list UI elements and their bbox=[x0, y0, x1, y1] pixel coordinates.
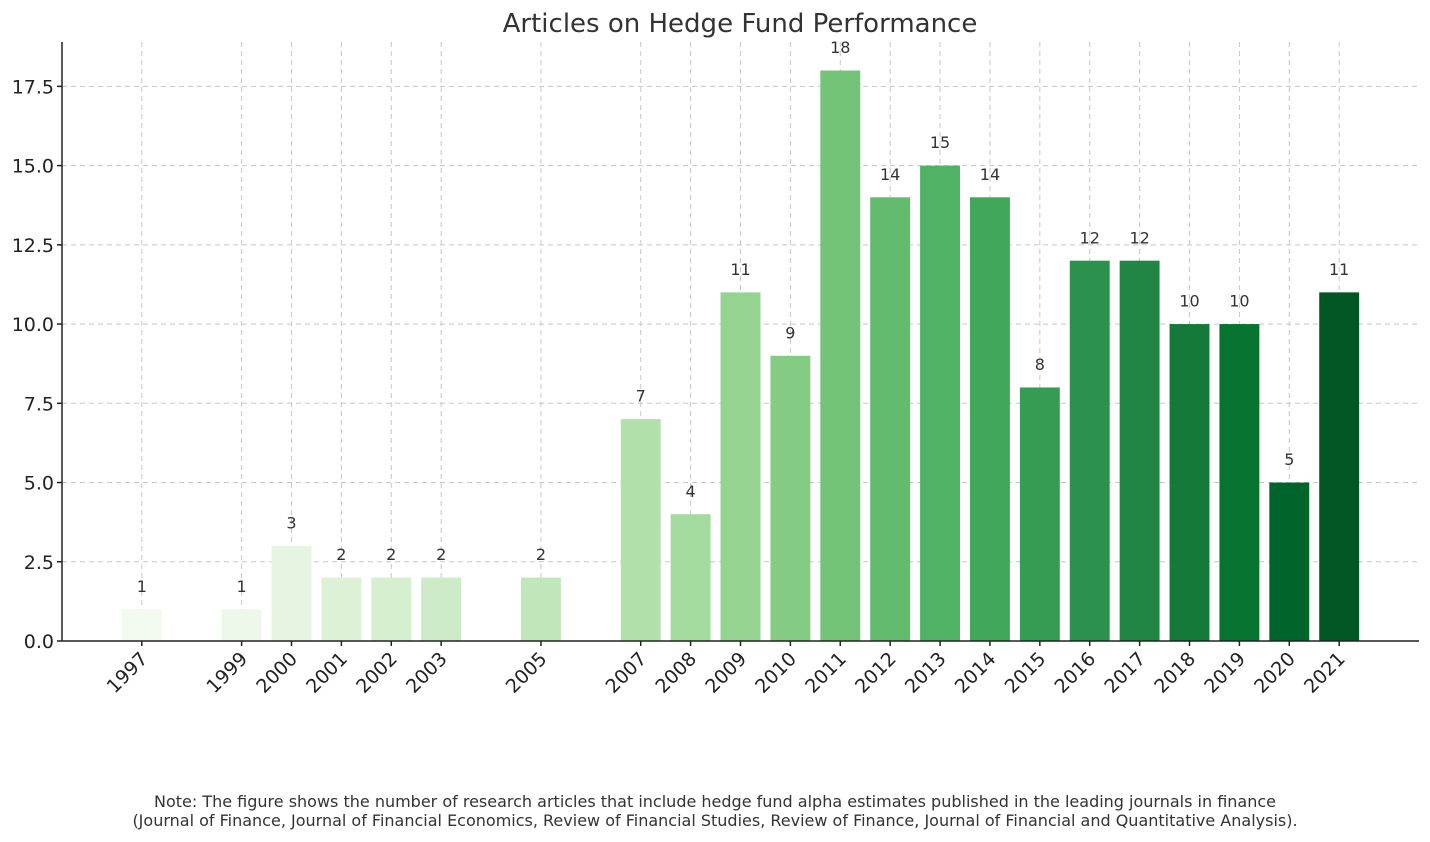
x-tick-label-2012: 2012 bbox=[851, 648, 901, 698]
y-axis-ticks: 0.0 2.5 5.0 7.5 10.0 12.5 15.0 17.5 bbox=[12, 76, 62, 653]
bar-2009 bbox=[720, 292, 761, 641]
note-line-1: Note: The figure shows the number of res… bbox=[153, 792, 1277, 811]
y-tick-label: 0.0 bbox=[24, 631, 54, 653]
bar-2016 bbox=[1069, 260, 1110, 641]
bar-2010 bbox=[770, 355, 811, 641]
bar-2018 bbox=[1169, 324, 1210, 641]
bar-2001 bbox=[321, 577, 362, 641]
note-line-2: (Journal of Finance, Journal of Financia… bbox=[132, 811, 1298, 830]
data-label-2015: 8 bbox=[1035, 355, 1045, 374]
x-tick-label-1997: 1997 bbox=[103, 648, 153, 698]
x-tick-label-2014: 2014 bbox=[951, 648, 1001, 698]
y-tick-label: 17.5 bbox=[12, 76, 54, 98]
bar-2005 bbox=[520, 577, 561, 641]
bar-2003 bbox=[421, 577, 462, 641]
data-label-2014: 14 bbox=[980, 165, 1000, 184]
x-tick-label-2008: 2008 bbox=[651, 648, 701, 698]
y-tick-label: 2.5 bbox=[24, 552, 54, 574]
data-label-2001: 2 bbox=[336, 545, 346, 564]
bar-2013 bbox=[920, 165, 961, 641]
data-label-2008: 4 bbox=[686, 482, 696, 501]
x-tick-label-2016: 2016 bbox=[1051, 648, 1101, 698]
data-label-2003: 2 bbox=[436, 545, 446, 564]
data-label-2019: 10 bbox=[1229, 292, 1249, 311]
bar-2014 bbox=[969, 197, 1010, 641]
x-tick-label-2009: 2009 bbox=[701, 648, 751, 698]
data-label-2018: 10 bbox=[1179, 292, 1199, 311]
bar-2015 bbox=[1019, 387, 1060, 641]
x-axis-ticks: 1997 1999 2000 2001 2002 2003 2005 2007 2008 2009… bbox=[103, 641, 1350, 698]
data-label-2007: 7 bbox=[636, 387, 646, 406]
bar-2007 bbox=[620, 419, 661, 641]
bar-2021 bbox=[1319, 292, 1360, 641]
bar-2012 bbox=[870, 197, 911, 641]
bar-2008 bbox=[670, 514, 711, 641]
data-label-2009: 11 bbox=[730, 260, 750, 279]
data-label-2012: 14 bbox=[880, 165, 900, 184]
data-label-1999: 1 bbox=[237, 577, 247, 596]
x-tick-label-2003: 2003 bbox=[402, 648, 452, 698]
y-tick-label: 12.5 bbox=[12, 235, 54, 257]
x-tick-label-2021: 2021 bbox=[1300, 648, 1350, 698]
data-label-2016: 12 bbox=[1080, 228, 1100, 247]
x-tick-label-2017: 2017 bbox=[1100, 648, 1150, 698]
x-tick-label-2005: 2005 bbox=[502, 648, 552, 698]
data-label-2002: 2 bbox=[386, 545, 396, 564]
data-label-2020: 5 bbox=[1284, 450, 1294, 469]
data-label-2013: 15 bbox=[930, 133, 950, 152]
data-label-1997: 1 bbox=[137, 577, 147, 596]
x-tick-label-2018: 2018 bbox=[1150, 648, 1200, 698]
x-tick-label-2013: 2013 bbox=[901, 648, 951, 698]
x-tick-label-2002: 2002 bbox=[352, 648, 402, 698]
bar-1997 bbox=[121, 609, 162, 641]
x-tick-label-2000: 2000 bbox=[252, 648, 302, 698]
bar-2011 bbox=[820, 70, 861, 642]
y-tick-label: 7.5 bbox=[24, 393, 54, 415]
y-tick-label: 15.0 bbox=[12, 156, 54, 178]
bar-chart: Articles on Hedge Fund Performance 1 132 2… bbox=[12, 9, 1419, 698]
chart-title: Articles on Hedge Fund Performance bbox=[503, 9, 978, 39]
bar-1999 bbox=[221, 609, 262, 641]
x-tick-label-2010: 2010 bbox=[751, 648, 801, 698]
bar-2019 bbox=[1219, 324, 1260, 641]
bar-2002 bbox=[371, 577, 412, 641]
x-tick-label-2015: 2015 bbox=[1001, 648, 1051, 698]
data-label-2017: 12 bbox=[1129, 228, 1149, 247]
data-label-2000: 3 bbox=[286, 513, 296, 532]
x-tick-label-2011: 2011 bbox=[801, 648, 851, 698]
figure-note: Note: The figure shows the number of res… bbox=[0, 792, 1430, 830]
x-tick-label-2007: 2007 bbox=[602, 648, 652, 698]
bar-2020 bbox=[1269, 482, 1310, 641]
bar-2017 bbox=[1119, 260, 1160, 641]
y-tick-label: 10.0 bbox=[12, 314, 54, 336]
bars bbox=[121, 70, 1360, 642]
data-label-2010: 9 bbox=[785, 323, 795, 342]
bar-2000 bbox=[271, 545, 312, 641]
data-label-2005: 2 bbox=[536, 545, 546, 564]
data-label-2011: 18 bbox=[830, 38, 850, 57]
y-tick-label: 5.0 bbox=[24, 473, 54, 495]
x-tick-label-2001: 2001 bbox=[302, 648, 352, 698]
x-tick-label-1999: 1999 bbox=[202, 648, 252, 698]
x-tick-label-2019: 2019 bbox=[1200, 648, 1250, 698]
data-label-2021: 11 bbox=[1329, 260, 1349, 279]
x-tick-label-2020: 2020 bbox=[1250, 648, 1300, 698]
